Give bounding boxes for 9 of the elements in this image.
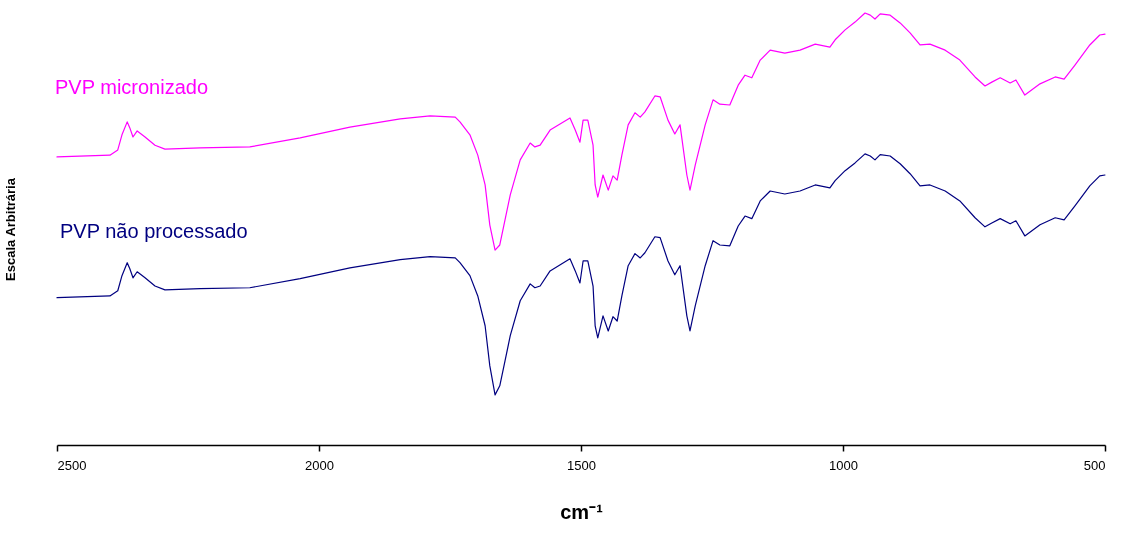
series-label: PVP micronizado	[55, 76, 209, 98]
x-tick-label: 1000	[829, 457, 858, 473]
x-tick-label: 2000	[305, 457, 334, 473]
text: PVP não processado	[60, 220, 248, 242]
x-axis-title: cm⁻¹	[560, 500, 604, 523]
x-tick-label: 1500	[567, 457, 596, 473]
x-tick-label: 500	[1083, 457, 1106, 473]
x-tick-label: 2500	[57, 457, 87, 473]
y-axis-title: Escala Arbitrária	[2, 177, 18, 281]
